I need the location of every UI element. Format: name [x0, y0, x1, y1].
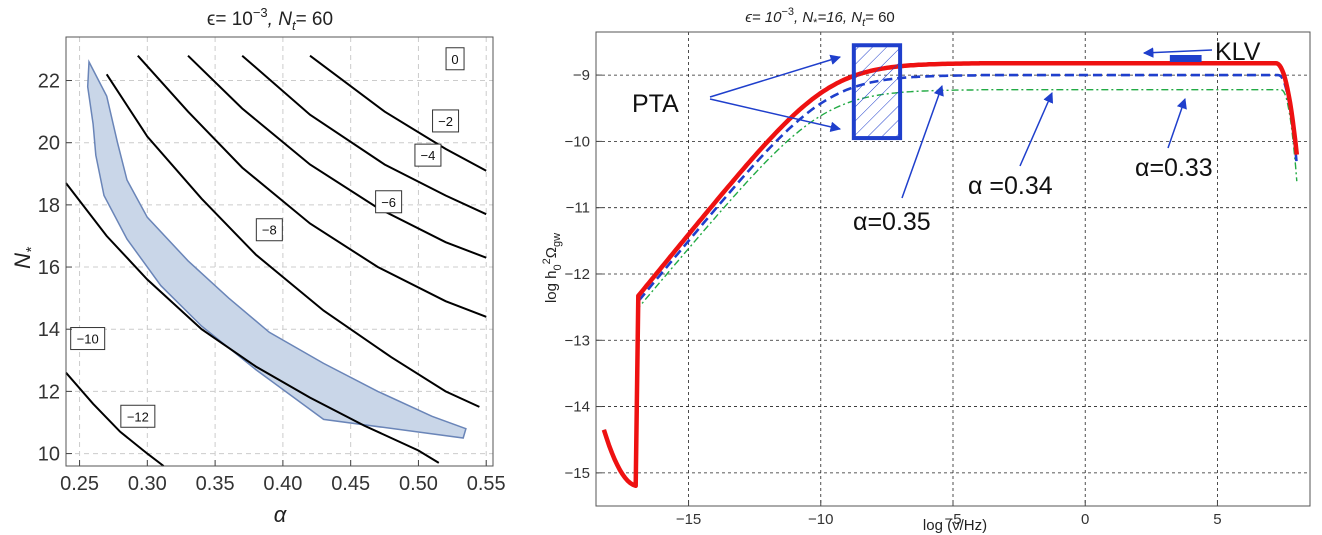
- annotation-arrow: [709, 98, 842, 132]
- contour-label-box: [70, 327, 106, 351]
- left-contour-chart: ϵ= 10−3, Nt= 60 0 −2 −4 −6 −8 −10 −12 0.25 0.30…: [10, 5, 506, 527]
- contour-label: −6: [381, 195, 396, 210]
- contour-label: 0: [451, 52, 458, 67]
- contour-label-box: [255, 218, 283, 242]
- annotation-arrow: [1167, 98, 1187, 149]
- y-tick-label: 18: [38, 195, 60, 217]
- contour-label: −12: [127, 409, 149, 424]
- annotation-arrow: [901, 85, 944, 199]
- contour-line: [65, 372, 165, 467]
- y-tick-label: −12: [565, 266, 590, 283]
- spectrum-line: [603, 89, 1298, 487]
- right-grid: [596, 32, 1310, 506]
- pta-box: [851, 43, 903, 141]
- x-tick-label: 0.40: [263, 473, 302, 495]
- annotation-arrow: [709, 54, 842, 98]
- spectrum-line: [601, 60, 1300, 489]
- left-axis-ticks: 0.25 0.30 0.35 0.40 0.45 0.50 0.55 10 12 14 16 18 20…: [38, 71, 506, 495]
- contour-label: −4: [421, 148, 436, 163]
- contour-line: [137, 55, 487, 318]
- y-tick-label: −13: [565, 332, 590, 349]
- detector-marks: [851, 43, 1202, 141]
- gw-spectrum-series: [601, 60, 1300, 489]
- pta-label: PTA: [632, 90, 679, 118]
- contour-label-box: [120, 404, 156, 428]
- x-tick-label: −15: [676, 511, 701, 528]
- contour-label: −8: [262, 223, 277, 238]
- x-tick-label: 0.45: [331, 473, 370, 495]
- contour-line: [65, 182, 440, 464]
- x-tick-label: 0.55: [467, 473, 506, 495]
- x-tick-label: 0.50: [399, 473, 438, 495]
- y-tick-label: −11: [566, 200, 590, 217]
- contour-line: [309, 54, 487, 172]
- y-tick-label: −10: [565, 133, 590, 150]
- left-x-axis-label: α: [274, 502, 288, 527]
- x-tick-label: 5: [1213, 511, 1221, 528]
- y-tick-label: 16: [38, 257, 60, 279]
- x-tick-label: 0.30: [128, 473, 167, 495]
- annotation-arrow: [1142, 47, 1213, 58]
- contour-label-box: [445, 47, 465, 71]
- shaded-region: [86, 59, 467, 439]
- contour-label: −10: [77, 332, 99, 347]
- x-tick-label: 0.25: [60, 473, 99, 495]
- left-chart-title: ϵ= 10−3, Nt= 60: [207, 5, 333, 33]
- y-tick-label: 22: [38, 71, 60, 93]
- y-tick-label: 10: [38, 444, 60, 466]
- y-tick-label: −15: [565, 465, 590, 482]
- right-axis-ticks: −15 −10 −5 0 5 −15 −14 −13 −12 −11 −10 −9: [565, 67, 1222, 528]
- annotation-arrow: [1019, 92, 1054, 167]
- klv-label: KLV: [1215, 38, 1261, 66]
- alpha-035-label: α=0.35: [853, 208, 931, 236]
- alpha-033-label: α=0.33: [1135, 154, 1213, 182]
- contour-line: [241, 54, 487, 216]
- right-y-axis-label: log h02Ωgw: [541, 233, 564, 303]
- x-tick-label: 0: [1081, 511, 1089, 528]
- right-x-axis-label: log (ν/Hz): [923, 517, 987, 534]
- left-grid: [66, 37, 493, 466]
- feasible-region: [86, 59, 467, 439]
- left-plot-frame: [65, 36, 494, 467]
- y-tick-label: −9: [573, 67, 590, 84]
- spectrum-line: [602, 73, 1299, 488]
- x-tick-label: 0.35: [196, 473, 235, 495]
- contour-line: [187, 54, 487, 259]
- right-chart-title: ϵ= 10−3, N*=16, Nt= 60: [745, 6, 895, 29]
- left-y-axis-label: N*: [10, 246, 40, 269]
- contour-label-box: [414, 143, 442, 167]
- right-line-chart: ϵ= 10−3, N*=16, Nt= 60 −15 −10 −5 0 5−15−14−…: [541, 6, 1311, 534]
- contour-lines: [65, 54, 487, 467]
- y-tick-label: 20: [38, 133, 60, 155]
- y-tick-label: 14: [38, 319, 60, 341]
- y-tick-label: −14: [565, 399, 590, 416]
- contour-labels: 0 −2 −4 −6 −8 −10 −12: [70, 47, 465, 428]
- x-tick-label: −5: [944, 511, 961, 528]
- alpha-034-label: α =0.34: [968, 172, 1053, 200]
- annotations: PTA KLV α=0.35 α =0.34 α=0.33: [632, 38, 1261, 236]
- contour-label-box: [375, 190, 403, 214]
- y-tick-label: 12: [38, 381, 60, 403]
- contour-line: [105, 73, 480, 408]
- x-tick-label: −10: [808, 511, 833, 528]
- contour-label-box: [432, 109, 460, 133]
- contour-label: −2: [438, 114, 453, 129]
